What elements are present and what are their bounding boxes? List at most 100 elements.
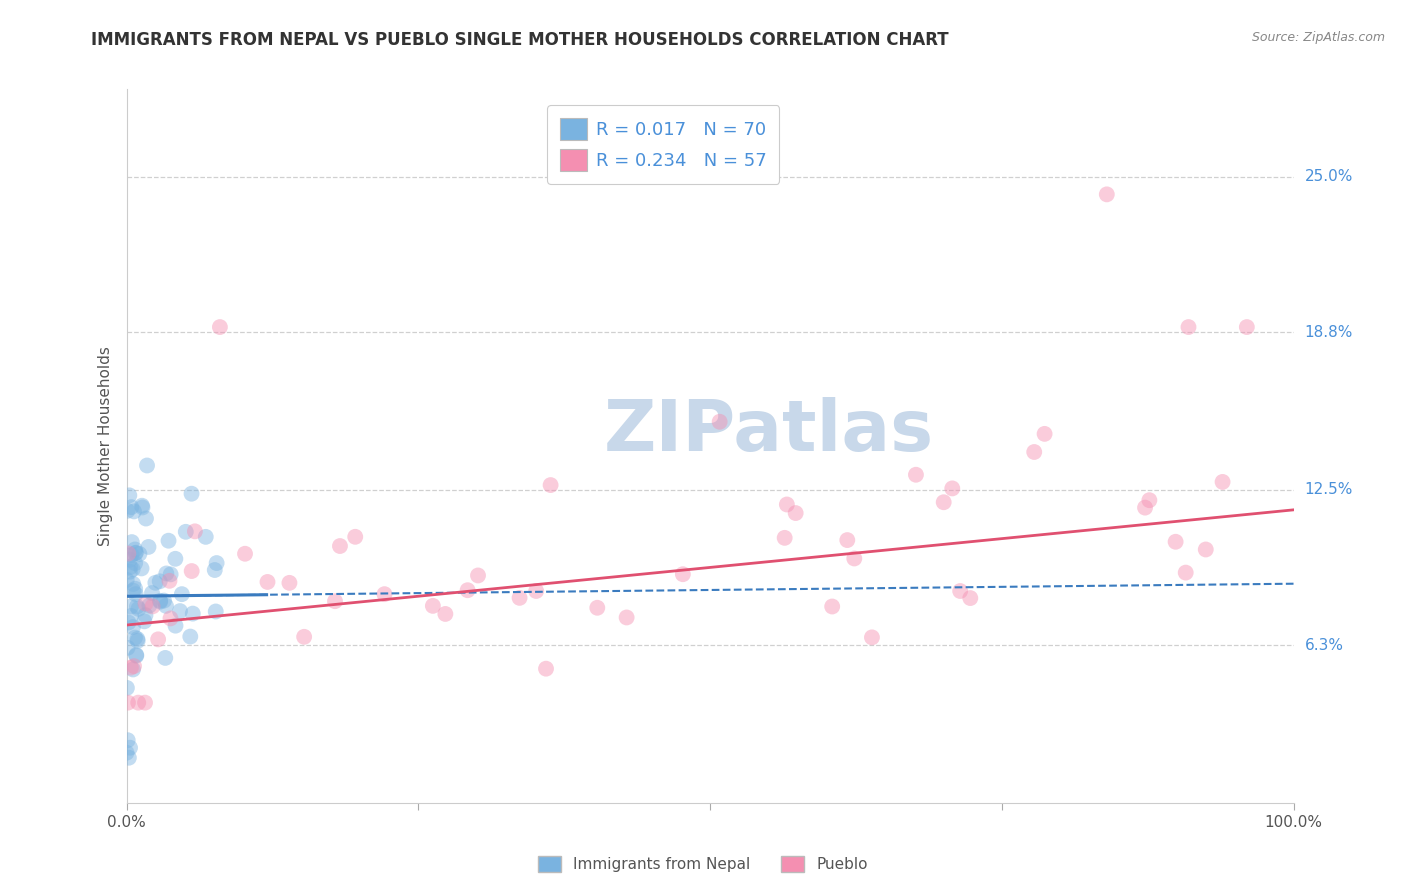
Point <box>136 458 159 473</box>
Point <box>1177 320 1199 334</box>
Point <box>135 511 157 525</box>
Point <box>534 662 557 676</box>
Point <box>121 548 143 562</box>
Point <box>125 546 148 560</box>
Point <box>138 540 160 554</box>
Point <box>1164 534 1187 549</box>
Point <box>1137 493 1160 508</box>
Point <box>142 599 165 614</box>
Point <box>1212 475 1234 489</box>
Point <box>170 587 193 601</box>
Point <box>179 630 201 644</box>
Point <box>117 696 139 710</box>
Point <box>941 482 963 496</box>
Point <box>124 582 146 596</box>
Point <box>124 587 146 601</box>
Point <box>844 551 866 566</box>
Point <box>125 648 148 662</box>
Point <box>904 467 927 482</box>
Point <box>959 591 981 605</box>
Point <box>174 524 197 539</box>
Text: 6.3%: 6.3% <box>1305 638 1344 653</box>
Point <box>118 565 141 579</box>
Text: 25.0%: 25.0% <box>1305 169 1353 185</box>
Point <box>117 733 139 747</box>
Point <box>134 696 156 710</box>
Point <box>1174 566 1197 580</box>
Point <box>165 551 187 566</box>
Point <box>127 632 149 646</box>
Point <box>138 599 160 613</box>
Point <box>467 568 489 582</box>
Point <box>120 560 142 574</box>
Point <box>127 696 149 710</box>
Point <box>1095 187 1118 202</box>
Point <box>155 566 177 581</box>
Point <box>785 506 807 520</box>
Point <box>134 608 156 623</box>
Point <box>149 574 172 589</box>
Point <box>540 478 562 492</box>
Point <box>773 531 796 545</box>
Point <box>457 583 479 598</box>
Point <box>141 586 163 600</box>
Point <box>118 488 141 502</box>
Point <box>124 556 146 570</box>
Point <box>204 563 226 577</box>
Legend: Immigrants from Nepal, Pueblo: Immigrants from Nepal, Pueblo <box>530 848 876 880</box>
Point <box>323 594 346 608</box>
Point <box>125 648 148 663</box>
Text: Source: ZipAtlas.com: Source: ZipAtlas.com <box>1251 31 1385 45</box>
Point <box>194 530 217 544</box>
Point <box>118 553 141 567</box>
Point <box>120 660 142 674</box>
Point <box>124 542 146 557</box>
Point <box>146 632 169 647</box>
Point <box>153 593 176 607</box>
Point <box>131 561 153 575</box>
Point <box>256 574 278 589</box>
Point <box>672 567 695 582</box>
Point <box>344 530 367 544</box>
Point <box>422 599 444 613</box>
Point <box>118 750 141 764</box>
Y-axis label: Single Mother Households: Single Mother Households <box>97 346 112 546</box>
Point <box>120 609 142 624</box>
Point <box>124 546 146 560</box>
Point <box>157 533 180 548</box>
Point <box>205 556 228 570</box>
Point <box>122 504 145 518</box>
Point <box>181 607 204 621</box>
Point <box>837 533 859 547</box>
Point <box>155 651 177 665</box>
Point <box>184 524 207 539</box>
Point <box>155 599 177 613</box>
Point <box>292 630 315 644</box>
Point <box>118 740 141 755</box>
Point <box>1195 542 1218 557</box>
Point <box>125 599 148 614</box>
Point <box>373 587 395 601</box>
Point <box>134 597 156 611</box>
Point <box>278 575 301 590</box>
Point <box>586 600 609 615</box>
Point <box>616 610 638 624</box>
Point <box>117 547 139 561</box>
Point <box>208 320 231 334</box>
Point <box>180 486 202 500</box>
Point <box>159 567 181 582</box>
Point <box>524 584 547 599</box>
Point <box>509 591 531 605</box>
Point <box>1236 320 1258 334</box>
Point <box>117 504 139 518</box>
Point <box>120 599 142 614</box>
Point <box>165 618 187 632</box>
Point <box>127 602 149 616</box>
Point <box>120 500 142 515</box>
Point <box>122 577 145 591</box>
Point <box>122 663 145 677</box>
Point <box>860 631 883 645</box>
Point <box>776 498 799 512</box>
Point <box>709 415 731 429</box>
Point <box>949 584 972 599</box>
